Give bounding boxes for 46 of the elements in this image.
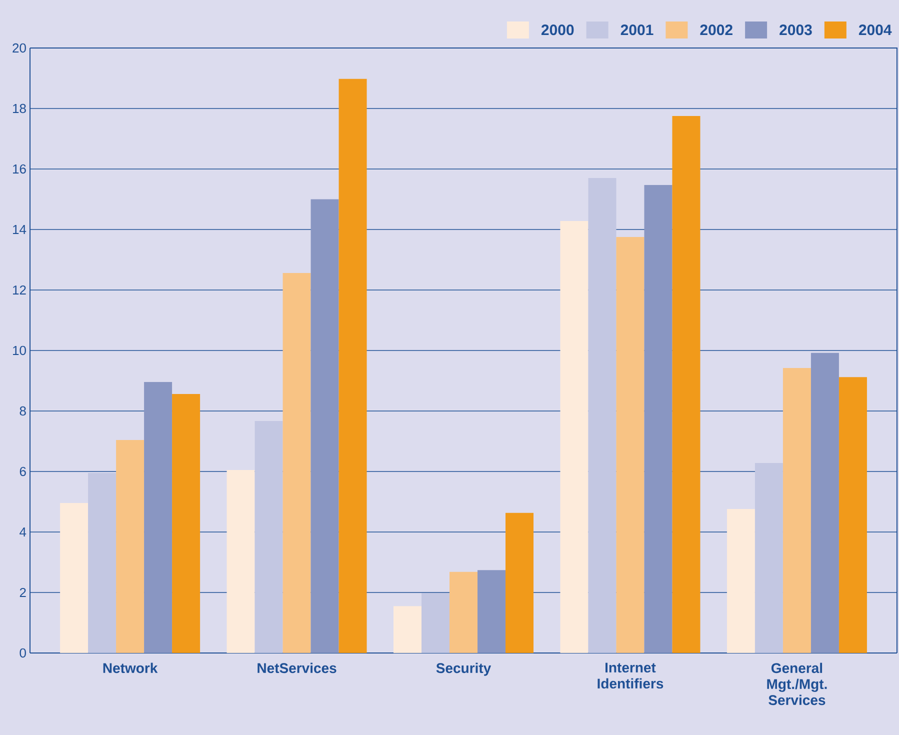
y-tick-label: 2 [20,588,26,598]
x-tick-label: Internet Identifiers [598,662,664,689]
bar [782,368,811,653]
x-tick-label: Security [436,662,492,676]
x-tick-label: Network [103,662,158,674]
y-tick-label: 4 [20,528,26,536]
y-tick-label: 14 [13,225,26,234]
bar [506,512,534,653]
bar [754,463,783,653]
x-tick-label: General Mgt./Mgt. Services [767,662,827,706]
bar [172,394,200,653]
bar [810,352,839,653]
bar [282,273,311,653]
y-tick-label: 0 [20,648,26,658]
bar [88,473,116,653]
bar [644,185,672,653]
bar [394,606,422,653]
y-tick-label: 20 [12,43,26,53]
bar [422,593,450,653]
bar [560,221,588,653]
bar [116,440,144,653]
bar [310,199,339,653]
bar [254,420,283,653]
bar [588,178,616,653]
y-tick-label: 10 [13,346,26,356]
bar [226,470,255,653]
bar [838,377,867,653]
y-tick-label: 12 [13,285,26,295]
y-tick-label: 8 [20,406,26,416]
legend-label: 2004 [858,24,892,36]
bar [672,116,700,653]
bar [616,237,644,653]
legend-label: 2001 [620,24,654,36]
legend-label: 2000 [541,24,574,36]
legend-label: 2002 [700,24,732,36]
bar [338,78,367,653]
bar [478,570,506,653]
legend-label: 2003 [780,24,812,36]
bar [144,382,172,653]
y-tick-label: 6 [20,466,26,476]
bar [450,572,478,653]
y-tick-label: 16 [13,164,26,174]
bar [60,502,88,653]
bar [726,508,755,653]
x-tick-label: NetServices [258,662,336,674]
y-tick-label: 18 [13,104,26,114]
